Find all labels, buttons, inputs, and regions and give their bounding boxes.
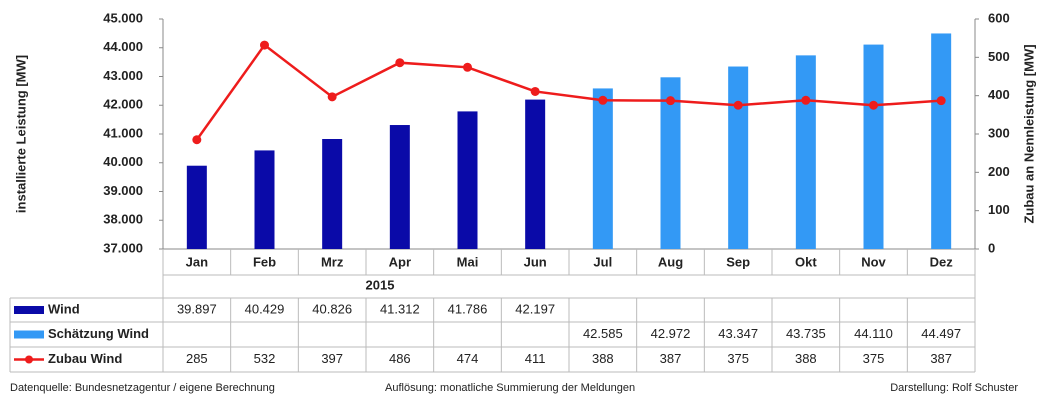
table-value: 44.497	[921, 326, 961, 341]
table-value: 387	[930, 351, 952, 366]
x-tick-label: Jan	[186, 254, 208, 269]
x-axis-label: 2015	[366, 277, 395, 292]
x-tick-label: Jul	[593, 254, 612, 269]
x-tick-label: Sep	[726, 254, 750, 269]
y2-tick-label: 300	[988, 125, 1010, 140]
y2-tick-label: 400	[988, 87, 1010, 102]
bar	[322, 139, 343, 249]
bar	[931, 33, 952, 250]
table-value: 40.429	[245, 301, 285, 316]
table-value: 44.110	[854, 326, 893, 341]
table-value: 285	[186, 351, 208, 366]
x-tick-label: Aug	[658, 254, 683, 269]
table-value: 43.347	[718, 326, 758, 341]
y-tick-label: 38.000	[103, 212, 143, 227]
y-tick-label: 39.000	[103, 183, 143, 198]
bar	[525, 99, 546, 250]
table-value: 411	[525, 351, 546, 366]
line-marker	[801, 95, 811, 105]
y2-tick-label: 100	[988, 202, 1010, 217]
y-tick-label: 41.000	[103, 125, 143, 140]
bar	[186, 165, 207, 249]
x-tick-label: Nov	[861, 254, 886, 269]
table-value: 375	[727, 351, 749, 366]
line-marker	[598, 95, 608, 105]
line-marker	[395, 58, 405, 68]
legend-label: Wind	[48, 301, 80, 316]
x-tick-label: Mai	[457, 254, 479, 269]
x-tick-label: Feb	[253, 254, 276, 269]
bar	[728, 66, 749, 250]
table-value: 42.972	[651, 326, 691, 341]
bar	[863, 44, 884, 250]
table-value: 41.312	[380, 301, 420, 316]
x-tick-label: Apr	[389, 254, 411, 269]
line-marker	[327, 92, 337, 102]
bar	[389, 125, 410, 249]
table-value: 42.585	[583, 326, 623, 341]
x-tick-label: Dez	[930, 254, 954, 269]
y-tick-label: 44.000	[103, 39, 143, 54]
line-marker	[463, 62, 472, 72]
line-marker	[530, 86, 540, 96]
y2-tick-label: 0	[988, 240, 995, 255]
table-value: 387	[660, 351, 682, 366]
table-value: 375	[863, 351, 885, 366]
line-marker	[260, 40, 269, 50]
y-tick-label: 37.000	[103, 240, 143, 255]
table-value: 388	[592, 351, 614, 366]
y2-tick-label: 600	[988, 10, 1010, 25]
x-tick-label: Okt	[795, 254, 817, 269]
legend-swatch	[25, 355, 33, 364]
x-tick-label: Mrz	[321, 254, 344, 269]
line-marker	[733, 100, 743, 110]
bar	[254, 150, 275, 249]
table-value: 474	[457, 351, 479, 366]
footer-method: Auflösung: monatliche Summierung der Mel…	[385, 382, 635, 394]
bar	[592, 88, 613, 250]
line-marker	[869, 100, 878, 110]
footer-source: Datenquelle: Bundesnetzagentur / eigene …	[10, 382, 275, 394]
table-value: 486	[389, 351, 411, 366]
line-marker	[936, 96, 946, 106]
y2-axis-label: Zubau an Nennleistung [MW]	[1021, 44, 1036, 223]
line-marker	[666, 96, 675, 106]
bar	[660, 77, 681, 250]
legend-swatch	[14, 306, 44, 314]
y-tick-label: 42.000	[103, 97, 143, 112]
x-tick-label: Jun	[524, 254, 547, 269]
table-value: 39.897	[177, 301, 217, 316]
legend-label: Schätzung Wind	[48, 326, 149, 341]
legend-label: Zubau Wind	[48, 351, 122, 366]
table-value: 388	[795, 351, 817, 366]
y-tick-label: 45.000	[103, 10, 143, 25]
table-value: 43.735	[786, 326, 826, 341]
table-value: 42.197	[515, 301, 555, 316]
y-tick-label: 43.000	[103, 68, 143, 83]
line	[195, 43, 942, 141]
table-value: 397	[321, 351, 343, 366]
y-axis-label: installierte Leistung [MW]	[13, 55, 28, 213]
bar	[795, 55, 816, 250]
y2-tick-label: 500	[988, 49, 1010, 64]
legend-swatch	[14, 330, 44, 339]
line-marker	[192, 135, 202, 145]
table-value: 41.786	[448, 301, 488, 316]
y-tick-label: 40.000	[103, 154, 143, 169]
y2-tick-label: 200	[988, 164, 1010, 179]
table-value: 40.826	[312, 301, 352, 316]
bar	[457, 111, 478, 249]
table-value: 532	[254, 351, 276, 366]
footer-author: Darstellung: Rolf Schuster	[890, 382, 1018, 394]
